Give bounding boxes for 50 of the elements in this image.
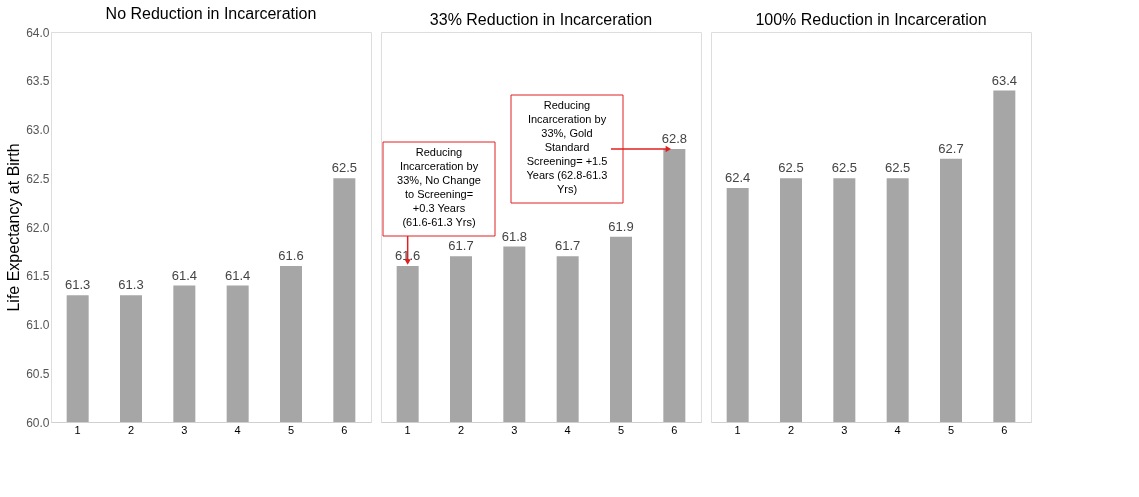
y-tick-label: 63.0 (26, 123, 50, 137)
data-label: 63.4 (991, 72, 1017, 88)
x-tick-label: 1 (404, 423, 411, 436)
data-label: 62.5 (331, 160, 357, 176)
annotation: Reducing Incarceration by 33%, No Change to Screening= +0.3 Years (61.6-61.3 Yrs) (397, 146, 481, 228)
data-label: 62.5 (885, 160, 911, 176)
x-tick-label: 5 (947, 423, 955, 436)
data-label: 61.3 (118, 277, 144, 293)
data-label: 61.3 (65, 277, 91, 293)
x-tick-label: 2 (457, 423, 465, 436)
annotation: Reducing Incarceration by 33%, Gold Standard Screening= +1.5 Years (62.8-61.3 Yrs) (526, 99, 608, 195)
data-label: 62.5 (831, 160, 857, 176)
x-tick-label: 6 (1001, 423, 1008, 436)
y-tick-label: 64.0 (26, 25, 50, 40)
x-tick-label: 4 (564, 423, 571, 436)
data-label: 61.4 (225, 267, 251, 283)
x-tick-label: 1 (74, 423, 81, 436)
y-axis-title: Life Expectancy at Birth (5, 143, 23, 312)
y-tick-label: 61.5 (26, 269, 50, 284)
data-label: 62.5 (778, 160, 804, 176)
x-tick-label: 1 (734, 423, 741, 436)
y-tick-label: 60.0 (26, 415, 50, 430)
data-label: 62.8 (661, 131, 687, 146)
y-tick-label: 62.5 (26, 171, 50, 186)
chart-title: 100% Reduction in Incarceration (755, 11, 987, 28)
x-tick-label: 5 (617, 423, 625, 436)
data-label: 62.4 (725, 170, 751, 185)
x-tick-label: 6 (671, 423, 678, 436)
y-tick-label: 60.5 (26, 366, 50, 381)
y-tick-label: 63.5 (26, 74, 50, 89)
x-tick-label: 5 (287, 423, 295, 436)
data-label: 61.7 (555, 238, 581, 254)
x-tick-label: 2 (787, 423, 795, 436)
x-tick-label: 6 (341, 423, 348, 436)
y-tick-label: 62.0 (26, 220, 50, 235)
data-label: 61.4 (171, 267, 197, 283)
data-label: 61.9 (608, 218, 634, 234)
x-tick-label: 4 (894, 423, 901, 436)
x-tick-label: 3 (511, 423, 518, 436)
data-label: 62.7 (938, 140, 964, 156)
x-tick-label: 3 (841, 423, 848, 436)
data-label: 61.8 (501, 228, 527, 244)
x-tick-label: 2 (127, 423, 135, 436)
y-tick-label: 61.0 (26, 318, 50, 332)
chart-title: No Reduction in Incarceration (105, 5, 317, 22)
chart-title: 33% Reduction in Incarceration (429, 11, 653, 28)
data-label: 61.6 (278, 248, 304, 263)
x-tick-label: 4 (234, 423, 241, 436)
data-label: 61.7 (448, 238, 474, 254)
x-tick-label: 3 (181, 423, 188, 436)
